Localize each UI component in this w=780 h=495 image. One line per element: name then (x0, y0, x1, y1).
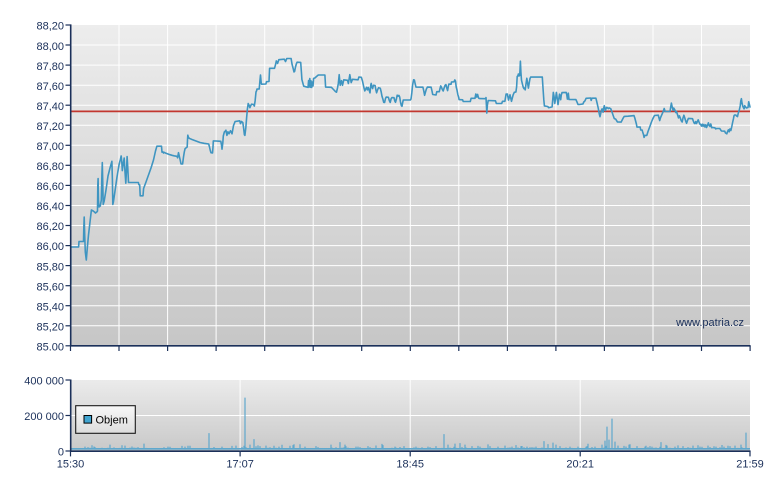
svg-text:18:45: 18:45 (396, 459, 424, 471)
svg-text:86,00: 86,00 (36, 241, 64, 253)
svg-text:86,40: 86,40 (36, 201, 64, 213)
svg-text:0: 0 (58, 447, 64, 459)
svg-text:21:59: 21:59 (736, 459, 764, 471)
svg-text:85,80: 85,80 (36, 261, 64, 273)
svg-text:17:07: 17:07 (226, 459, 254, 471)
svg-text:86,20: 86,20 (36, 221, 64, 233)
svg-text:88,20: 88,20 (36, 21, 64, 33)
svg-text:86,80: 86,80 (36, 161, 64, 173)
svg-text:Objem: Objem (96, 415, 128, 427)
svg-text:85,60: 85,60 (36, 281, 64, 293)
svg-text:86,60: 86,60 (36, 181, 64, 193)
svg-text:20:21: 20:21 (566, 459, 594, 471)
svg-text:88,00: 88,00 (36, 41, 64, 53)
svg-text:200 000: 200 000 (24, 411, 64, 423)
svg-text:15:30: 15:30 (57, 459, 85, 471)
svg-text:87,40: 87,40 (36, 101, 64, 113)
svg-text:85,20: 85,20 (36, 321, 64, 333)
svg-text:85,40: 85,40 (36, 301, 64, 313)
svg-text:87,00: 87,00 (36, 141, 64, 153)
svg-text:400 000: 400 000 (24, 376, 64, 388)
svg-text:www.patria.cz: www.patria.cz (675, 317, 744, 329)
svg-text:87,20: 87,20 (36, 121, 64, 133)
svg-text:85.00: 85.00 (36, 342, 64, 354)
svg-text:87,80: 87,80 (36, 61, 64, 73)
svg-text:87,60: 87,60 (36, 81, 64, 93)
